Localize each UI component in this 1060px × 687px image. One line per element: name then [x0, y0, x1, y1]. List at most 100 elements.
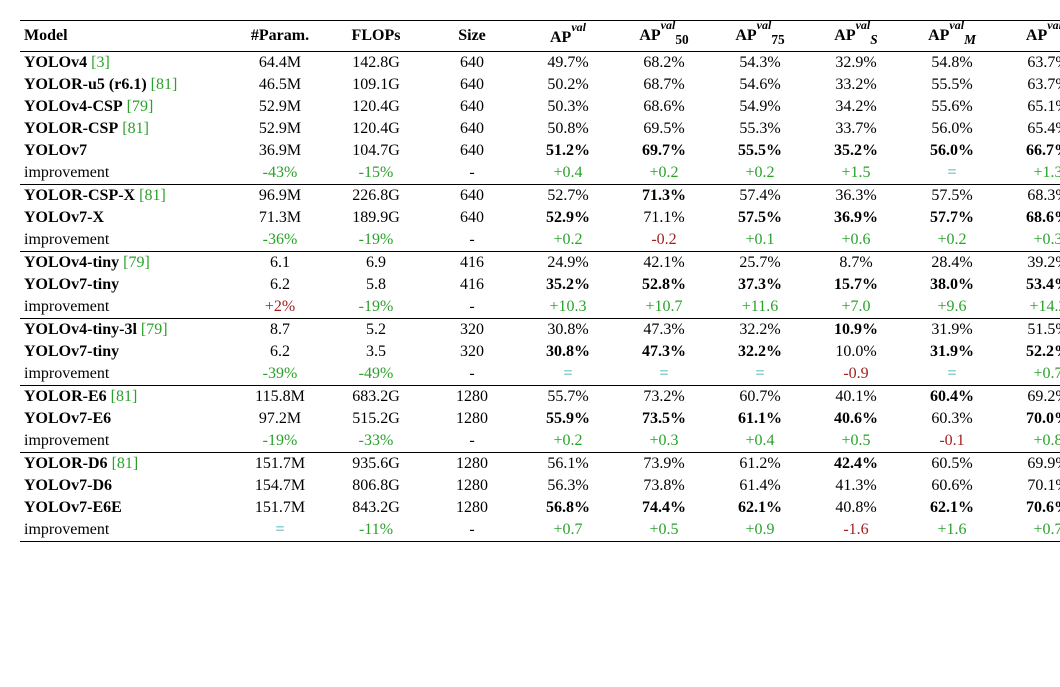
table-row: YOLOv7 — [20, 140, 232, 162]
cell-ap: +0.7 — [520, 519, 616, 542]
cell-param: 97.2M — [232, 408, 328, 430]
cell-ap50: 73.5% — [616, 408, 712, 430]
cell-ap: 50.3% — [520, 96, 616, 118]
cell-flops: 935.6G — [328, 452, 424, 475]
col-header-apl: APvalL — [1000, 21, 1060, 52]
cell-ap: 50.2% — [520, 74, 616, 96]
cell-ap: 56.8% — [520, 497, 616, 519]
cell-ap50: 71.3% — [616, 184, 712, 207]
cell-ap75: 61.4% — [712, 475, 808, 497]
cell-size: 1280 — [424, 497, 520, 519]
cell-ap50: = — [616, 363, 712, 386]
cell-apm: +1.6 — [904, 519, 1000, 542]
cell-param: 6.1 — [232, 251, 328, 274]
cell-ap: 55.9% — [520, 408, 616, 430]
col-header-ap: APval — [520, 21, 616, 52]
table-row: YOLOR-E6 [81] — [20, 385, 232, 408]
cell-ap50: 47.3% — [616, 341, 712, 363]
col-header-flops: FLOPs — [328, 21, 424, 52]
cell-ap50: 71.1% — [616, 207, 712, 229]
cell-ap50: 47.3% — [616, 318, 712, 341]
table-row: YOLOv4-CSP [79] — [20, 96, 232, 118]
citation-ref[interactable]: [3] — [91, 54, 110, 71]
cell-ap50: +0.3 — [616, 430, 712, 453]
cell-param: 6.2 — [232, 341, 328, 363]
cell-ap75: 54.3% — [712, 51, 808, 74]
cell-aps: +7.0 — [808, 296, 904, 319]
cell-size: - — [424, 430, 520, 453]
cell-ap50: 73.2% — [616, 385, 712, 408]
cell-flops: 6.9 — [328, 251, 424, 274]
cell-flops: 109.1G — [328, 74, 424, 96]
citation-ref[interactable]: [81] — [111, 388, 138, 405]
cell-apm: 28.4% — [904, 251, 1000, 274]
cell-flops: 142.8G — [328, 51, 424, 74]
cell-param: 46.5M — [232, 74, 328, 96]
cell-size: 640 — [424, 140, 520, 162]
table-row: improvement — [20, 296, 232, 319]
cell-apm: 55.5% — [904, 74, 1000, 96]
cell-ap75: 57.5% — [712, 207, 808, 229]
cell-aps: 35.2% — [808, 140, 904, 162]
cell-apl: +0.7 — [1000, 363, 1060, 386]
cell-param: 52.9M — [232, 96, 328, 118]
cell-param: 151.7M — [232, 497, 328, 519]
citation-ref[interactable]: [81] — [139, 187, 166, 204]
cell-param: = — [232, 519, 328, 542]
cell-apm: 62.1% — [904, 497, 1000, 519]
cell-apm: 31.9% — [904, 318, 1000, 341]
cell-flops: 120.4G — [328, 118, 424, 140]
cell-ap50: 68.7% — [616, 74, 712, 96]
col-header-apm: APvalM — [904, 21, 1000, 52]
cell-aps: 8.7% — [808, 251, 904, 274]
cell-flops: 683.2G — [328, 385, 424, 408]
cell-size: 1280 — [424, 408, 520, 430]
citation-ref[interactable]: [79] — [123, 254, 150, 271]
cell-ap: 35.2% — [520, 274, 616, 296]
citation-ref[interactable]: [79] — [127, 98, 154, 115]
cell-ap75: 54.6% — [712, 74, 808, 96]
citation-ref[interactable]: [79] — [141, 321, 168, 338]
cell-aps: -0.9 — [808, 363, 904, 386]
citation-ref[interactable]: [81] — [151, 76, 178, 93]
cell-ap75: 32.2% — [712, 318, 808, 341]
cell-ap75: 37.3% — [712, 274, 808, 296]
table-row: YOLOR-CSP [81] — [20, 118, 232, 140]
cell-ap75: 60.7% — [712, 385, 808, 408]
comparison-table: Model#Param.FLOPsSizeAPvalAPval50APval75… — [20, 20, 1060, 542]
cell-ap: 51.2% — [520, 140, 616, 162]
cell-apm: 57.5% — [904, 184, 1000, 207]
cell-apl: 68.3% — [1000, 184, 1060, 207]
col-header-aps: APvalS — [808, 21, 904, 52]
cell-aps: 40.6% — [808, 408, 904, 430]
cell-flops: -33% — [328, 430, 424, 453]
cell-aps: 41.3% — [808, 475, 904, 497]
col-header-param: #Param. — [232, 21, 328, 52]
cell-param: 6.2 — [232, 274, 328, 296]
cell-flops: -19% — [328, 296, 424, 319]
cell-size: 640 — [424, 118, 520, 140]
cell-ap: 30.8% — [520, 341, 616, 363]
cell-flops: 5.8 — [328, 274, 424, 296]
cell-flops: 104.7G — [328, 140, 424, 162]
cell-ap50: 73.9% — [616, 452, 712, 475]
cell-apl: 52.2% — [1000, 341, 1060, 363]
cell-param: 115.8M — [232, 385, 328, 408]
cell-ap75: 55.3% — [712, 118, 808, 140]
cell-ap: 52.9% — [520, 207, 616, 229]
cell-apm: = — [904, 363, 1000, 386]
cell-apm: 38.0% — [904, 274, 1000, 296]
table-row: YOLOv4-tiny-3l [79] — [20, 318, 232, 341]
citation-ref[interactable]: [81] — [122, 120, 149, 137]
cell-ap50: 42.1% — [616, 251, 712, 274]
col-header-size: Size — [424, 21, 520, 52]
cell-aps: -1.6 — [808, 519, 904, 542]
cell-apl: +14.2 — [1000, 296, 1060, 319]
cell-apm: 54.8% — [904, 51, 1000, 74]
cell-ap75: +0.4 — [712, 430, 808, 453]
cell-flops: -11% — [328, 519, 424, 542]
cell-param: 96.9M — [232, 184, 328, 207]
cell-param: 154.7M — [232, 475, 328, 497]
citation-ref[interactable]: [81] — [112, 455, 139, 472]
cell-apl: 51.5% — [1000, 318, 1060, 341]
